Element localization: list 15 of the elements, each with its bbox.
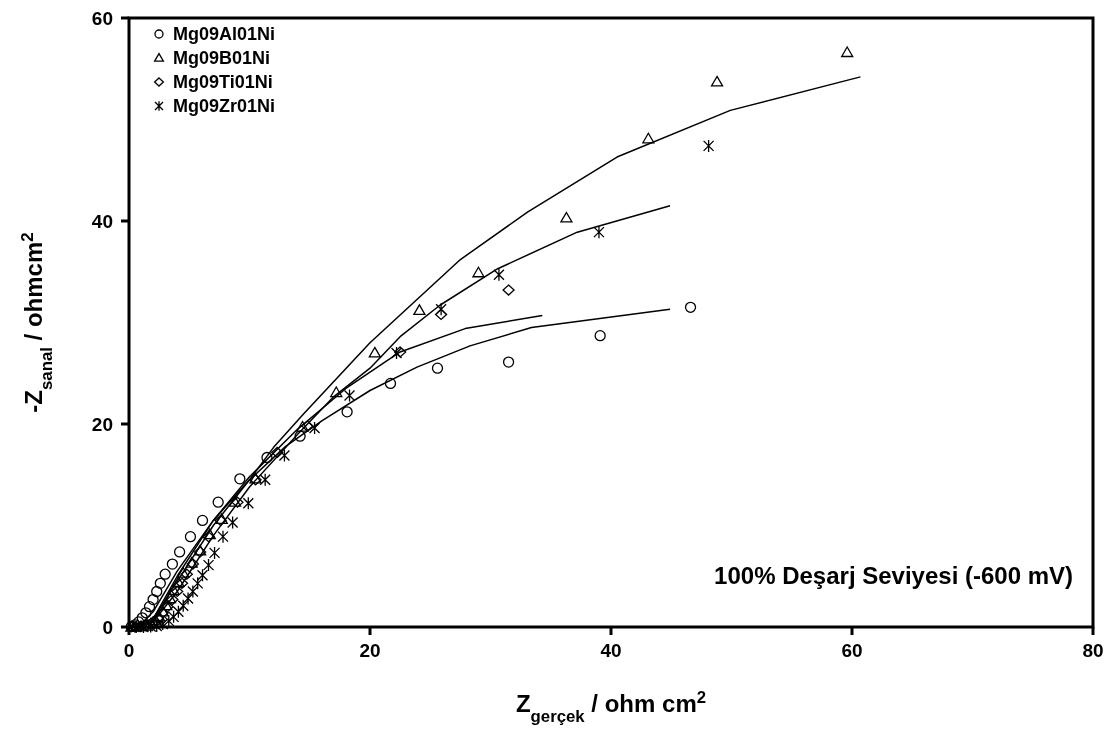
legend-label: Mg09Al01Ni — [173, 24, 276, 44]
x-tick-label: 40 — [600, 640, 622, 661]
y-tick-label: 60 — [91, 8, 113, 29]
x-tick-label: 60 — [841, 640, 863, 661]
x-axis-title: Z$_{gerçek}$ / ohm cm$^{2}$ — [515, 687, 707, 726]
legend-label: Mg09B01Ni — [173, 48, 271, 68]
x-tick-label: 0 — [123, 640, 135, 661]
annotation: 100% Deşarj Seviyesi (-600 mV) — [714, 562, 1073, 589]
y-tick-label: 20 — [91, 414, 113, 435]
x-tick-label: 20 — [359, 640, 381, 661]
legend-label: Mg09Ti01Ni — [173, 72, 273, 92]
y-tick-label: 40 — [91, 211, 113, 232]
y-tick-label: 0 — [102, 617, 113, 638]
legend-label: Mg09Zr01Ni — [173, 96, 276, 116]
x-tick-label: 80 — [1082, 640, 1104, 661]
